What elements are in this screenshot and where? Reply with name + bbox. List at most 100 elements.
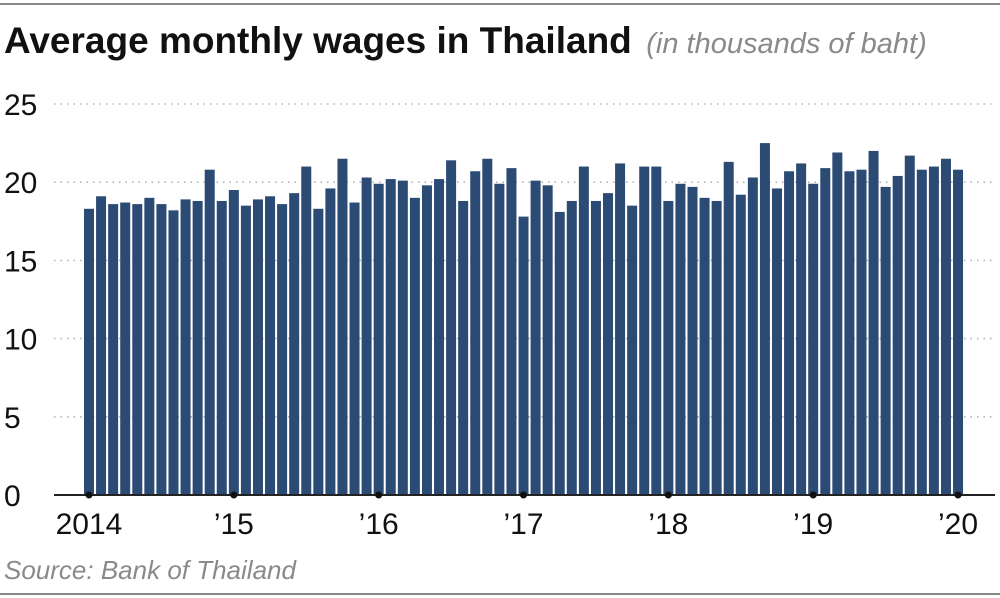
- bar: [554, 211, 565, 495]
- bar: [687, 186, 698, 495]
- bar: [759, 143, 770, 495]
- bar: [675, 183, 686, 495]
- bar: [180, 199, 191, 496]
- bar: [590, 200, 601, 495]
- y-tick-label: 0: [4, 480, 21, 513]
- bar: [566, 200, 577, 495]
- bar: [651, 166, 662, 495]
- bar: [916, 169, 927, 496]
- bar: [880, 186, 891, 495]
- bar: [856, 169, 867, 496]
- bar: [699, 197, 710, 495]
- bottom-rule: [0, 593, 1000, 595]
- x-tick-label: ’16: [359, 508, 399, 541]
- bar: [928, 166, 939, 495]
- x-tick-dot: [85, 491, 93, 499]
- bar: [470, 171, 481, 495]
- title-row: Average monthly wages in Thailand (in th…: [4, 20, 927, 62]
- bar: [578, 166, 589, 495]
- bar: [518, 216, 529, 495]
- x-tick-label: ’15: [214, 508, 254, 541]
- bar: [434, 179, 445, 495]
- bar: [240, 205, 251, 495]
- bar: [349, 202, 360, 496]
- bar: [458, 200, 469, 495]
- bar: [747, 177, 758, 495]
- x-tick-label: ’18: [648, 508, 688, 541]
- bar: [397, 180, 408, 496]
- y-tick-label: 15: [4, 245, 37, 278]
- x-tick-dot: [809, 491, 817, 499]
- bar: [953, 169, 964, 496]
- bar: [132, 204, 143, 495]
- bar: [832, 152, 843, 495]
- x-axis-ticks: 2014 ’15 ’16 ’17 ’18 ’19 ’20: [56, 491, 978, 541]
- x-tick-dot: [375, 491, 383, 499]
- x-tick-label: 2014: [56, 508, 123, 541]
- bar: [168, 210, 179, 496]
- bar: [252, 199, 263, 496]
- bar: [192, 200, 203, 495]
- bar: [421, 185, 432, 495]
- top-rule: [0, 3, 1000, 5]
- y-tick-label: 20: [4, 167, 37, 200]
- bar: [337, 158, 348, 496]
- bar: [796, 163, 807, 495]
- y-tick-label: 10: [4, 324, 37, 357]
- source-note: Source: Bank of Thailand: [4, 555, 296, 585]
- chart-subtitle: (in thousands of baht): [646, 28, 927, 60]
- bar: [723, 161, 734, 496]
- bar: [277, 204, 288, 495]
- bar: [361, 177, 372, 495]
- bar: [784, 171, 795, 495]
- chart-title: Average monthly wages in Thailand: [4, 20, 632, 61]
- bar: [904, 155, 915, 495]
- bar: [409, 197, 420, 495]
- bar: [603, 193, 614, 495]
- bar: [771, 188, 782, 495]
- bar: [301, 166, 312, 495]
- x-tick-dot: [954, 491, 962, 499]
- x-tick-label: ’19: [793, 508, 833, 541]
- bar: [663, 200, 674, 495]
- bar: [711, 200, 722, 495]
- x-tick-label: ’17: [503, 508, 543, 541]
- bar: [84, 208, 94, 495]
- bar: [506, 168, 517, 495]
- bar: [940, 158, 951, 496]
- bar: [289, 193, 300, 495]
- bar: [892, 175, 903, 495]
- bar: [615, 163, 626, 495]
- bar: [265, 196, 276, 495]
- bars: [84, 143, 964, 496]
- bar: [216, 200, 227, 495]
- bar: [627, 205, 638, 495]
- bar: [639, 166, 650, 495]
- bar: [120, 202, 131, 496]
- y-axis-ticks: 0 5 10 15 20 25: [4, 89, 37, 513]
- bar: [494, 183, 505, 495]
- bar: [868, 150, 879, 496]
- bar: [808, 183, 819, 495]
- bar: [482, 158, 493, 496]
- y-tick-label: 25: [4, 89, 37, 122]
- bar: [735, 194, 746, 495]
- bar: [446, 160, 457, 495]
- x-tick-dot: [520, 491, 528, 499]
- bar: [820, 168, 831, 495]
- bar: [313, 208, 324, 495]
- x-tick-dot: [664, 491, 672, 499]
- bar: [228, 190, 239, 495]
- bar: [385, 179, 396, 495]
- y-tick-label: 5: [4, 402, 21, 435]
- bar: [373, 183, 384, 495]
- bar: [325, 188, 336, 495]
- bar: [144, 197, 155, 495]
- bar: [844, 171, 855, 495]
- bar: [542, 185, 553, 495]
- bar: [204, 169, 215, 496]
- bar: [156, 204, 167, 495]
- bar: [530, 180, 541, 496]
- bar: [108, 204, 119, 495]
